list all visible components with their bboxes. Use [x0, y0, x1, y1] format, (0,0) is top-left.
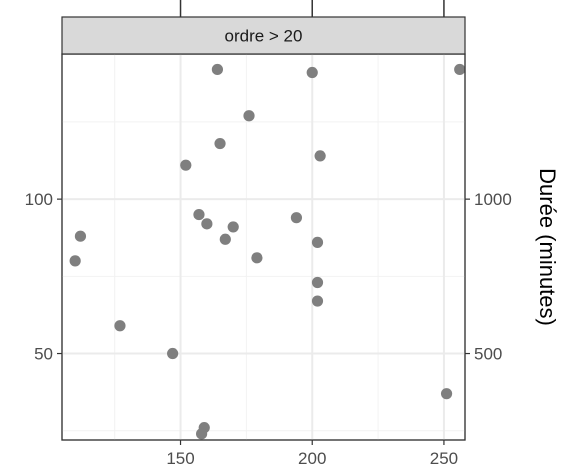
data-point — [211, 63, 224, 76]
data-point — [314, 150, 326, 162]
y-tick-label: 50 — [34, 345, 53, 364]
data-point — [227, 221, 239, 233]
data-point — [74, 230, 87, 242]
x-tick-label: 250 — [430, 449, 458, 468]
data-point — [306, 66, 318, 79]
y-axis-left: 50 100 — [25, 190, 62, 364]
data-point — [69, 255, 81, 267]
data-point — [201, 218, 213, 230]
facet-strip: ordre > 20 — [61, 16, 466, 55]
data-point — [311, 295, 324, 307]
data-point — [193, 208, 205, 221]
data-points — [61, 53, 466, 441]
plot-background — [61, 53, 466, 441]
y2-tick-label: 1000 — [474, 190, 512, 209]
data-point — [196, 428, 208, 440]
top-axis-ticks — [179, 0, 445, 17]
y2-tick-label: 500 — [474, 345, 502, 364]
facet-strip-label: ordre > 20 — [225, 27, 303, 46]
data-point — [311, 276, 324, 289]
x-axis: 150 200 250 — [166, 440, 458, 468]
y-tick-label: 100 — [25, 190, 53, 209]
secondary-y-axis-title: Durée (minutes) — [535, 168, 560, 326]
data-point — [114, 320, 126, 332]
x-tick-label: 150 — [166, 449, 194, 468]
data-point — [311, 236, 324, 248]
data-point — [219, 233, 231, 245]
y-axis-right: 500 1000 — [465, 190, 512, 364]
data-point — [290, 212, 303, 224]
x-tick-label: 200 — [298, 449, 326, 468]
data-point — [454, 63, 466, 76]
facet-strip-background — [61, 16, 466, 55]
data-point — [440, 388, 453, 400]
data-point — [243, 110, 255, 122]
plot-panel — [61, 53, 466, 441]
data-point — [214, 137, 226, 150]
data-point — [251, 252, 263, 264]
major-gridlines — [62, 54, 465, 440]
data-point — [167, 347, 179, 360]
data-point — [180, 159, 192, 171]
